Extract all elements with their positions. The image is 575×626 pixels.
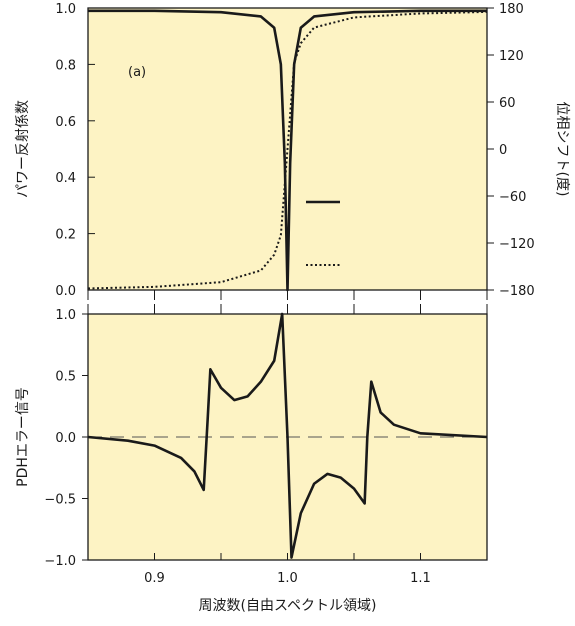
top-right-ytick-label: −60 xyxy=(499,190,526,205)
x-axis-label: 周波数(自由スペクトル領域) xyxy=(199,597,377,614)
top-right-ytick-label: 0 xyxy=(499,143,507,158)
top-panel: 0.0 0.2 0.4 0.6 0.8 1.0 −180 −120 −60 0 60 120 180 (… xyxy=(15,2,570,300)
top-right-ytick-label: 120 xyxy=(499,49,524,64)
top-right-ytick-label: −120 xyxy=(499,237,535,252)
top-left-ytick-label: 0.4 xyxy=(55,171,76,186)
phase-shift-line xyxy=(87,10,488,290)
panel-annotation: (a) xyxy=(128,65,146,80)
bottom-ytick-label: −1.0 xyxy=(44,554,76,569)
top-left-ytick-label: 0.2 xyxy=(55,228,76,243)
bottom-xtick-label: 1.0 xyxy=(277,571,298,586)
top-right-ytick-label: 60 xyxy=(499,96,516,111)
pdh-error-signal-line xyxy=(87,312,488,559)
bottom-ytick-label: −0.5 xyxy=(44,493,76,508)
bottom-y-axis-label: PDHエラー信号 xyxy=(15,387,31,487)
bottom-xtick-label: 1.1 xyxy=(410,571,431,586)
bottom-xtick-label: 0.9 xyxy=(144,571,165,586)
bottom-ytick-label: 0.5 xyxy=(55,370,76,385)
bottom-ytick-label: 1.0 xyxy=(55,308,76,323)
top-left-ytick-label: 0.8 xyxy=(55,58,76,73)
top-y-axis-label: パワー反射係数 xyxy=(15,100,31,198)
bottom-panel: −1.0 −0.5 0.0 0.5 1.0 0.9 1.0 1.1 PDHエラー信号 周波数(… xyxy=(15,304,488,614)
reflectance-line xyxy=(88,9,487,292)
top-right-ytick-label: −180 xyxy=(499,284,535,299)
top-left-ytick-label: 1.0 xyxy=(55,2,76,17)
top-right-ytick-label: 180 xyxy=(499,2,524,17)
top-left-ytick-label: 0.0 xyxy=(55,284,76,299)
top-left-ytick-label: 0.6 xyxy=(55,115,76,130)
bottom-ytick-label: 0.0 xyxy=(55,431,76,446)
top-right-y-axis-label: 位相シフト(度) xyxy=(554,102,570,197)
